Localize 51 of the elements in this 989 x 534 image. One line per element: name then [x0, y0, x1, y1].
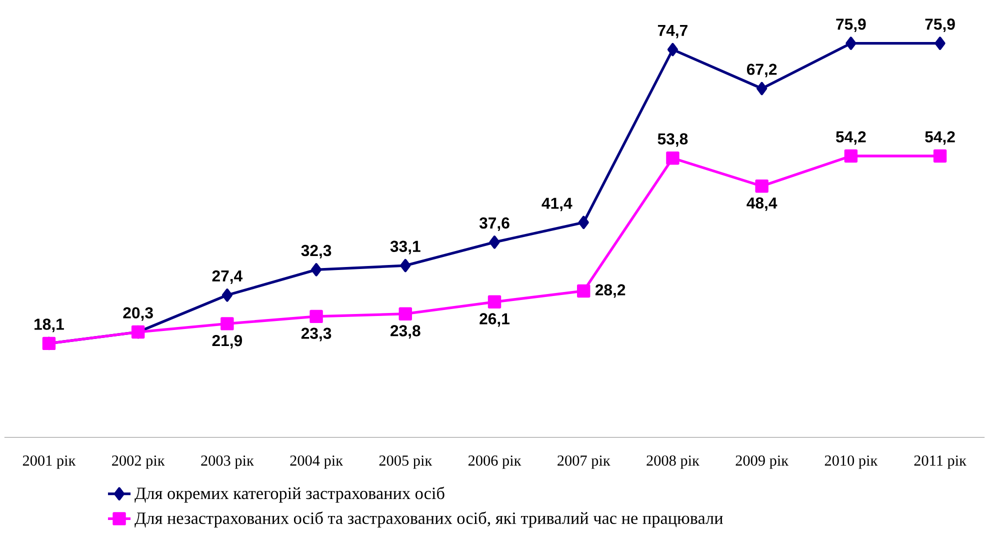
data-label: 33,1	[390, 240, 420, 254]
data-label: 21,9	[212, 334, 242, 348]
data-label: 32,3	[301, 244, 332, 258]
data-label: 67,2	[746, 64, 777, 78]
point	[666, 151, 680, 165]
point	[489, 235, 500, 249]
x-tick-label: 2002 рік	[112, 455, 165, 469]
point	[222, 288, 232, 302]
data-label: 48,4	[746, 197, 778, 211]
data-label: 41,4	[542, 198, 572, 212]
x-tick-label: 2004 рік	[290, 455, 344, 469]
point	[755, 179, 768, 193]
point	[934, 36, 946, 50]
x-tick-label: 2007 рік	[558, 455, 610, 469]
point	[400, 258, 411, 272]
x-tick-label: 2008 рік	[646, 455, 700, 469]
legend-label: Для окремих категорій застрахованих осіб	[134, 486, 444, 503]
point	[844, 149, 858, 163]
point	[846, 36, 856, 50]
data-label: 53,8	[658, 133, 688, 147]
x-tick-label: 2011 рік	[914, 455, 966, 469]
data-label: 27,4	[212, 270, 243, 284]
data-label: 20,3	[123, 307, 153, 321]
x-tick-label: 2003 рік	[201, 455, 254, 469]
data-label: 23,3	[301, 328, 332, 342]
point	[578, 216, 589, 229]
data-label: 75,9	[836, 18, 866, 32]
data-label: 26,1	[480, 313, 510, 327]
point	[398, 307, 412, 320]
data-label: 75,9	[925, 18, 955, 32]
point	[933, 149, 947, 163]
point	[220, 316, 234, 330]
data-label: 28,2	[595, 284, 626, 298]
point	[577, 284, 590, 298]
data-label: 74,7	[658, 24, 688, 38]
point	[311, 263, 322, 276]
data-label: 37,6	[479, 217, 510, 231]
x-tick-label: 2006 рік	[468, 455, 522, 469]
x-tick-label: 2005 рік	[379, 455, 432, 469]
point	[488, 295, 502, 308]
data-label: 54,2	[925, 131, 955, 145]
point	[667, 42, 678, 56]
x-tick-label: 2001 рік	[22, 455, 76, 469]
legend-label: Для незастрахованих осіб та застрахованих осіб, які тривалий час не працювали	[134, 511, 723, 528]
point	[756, 82, 768, 96]
x-tick-label: 2009 рік	[736, 455, 789, 469]
x-tick-label: 2010 рік	[824, 455, 878, 469]
data-label: 18,1	[34, 318, 64, 332]
data-label: 54,2	[836, 131, 866, 145]
data-label: 23,8	[390, 325, 420, 339]
point	[310, 310, 323, 323]
